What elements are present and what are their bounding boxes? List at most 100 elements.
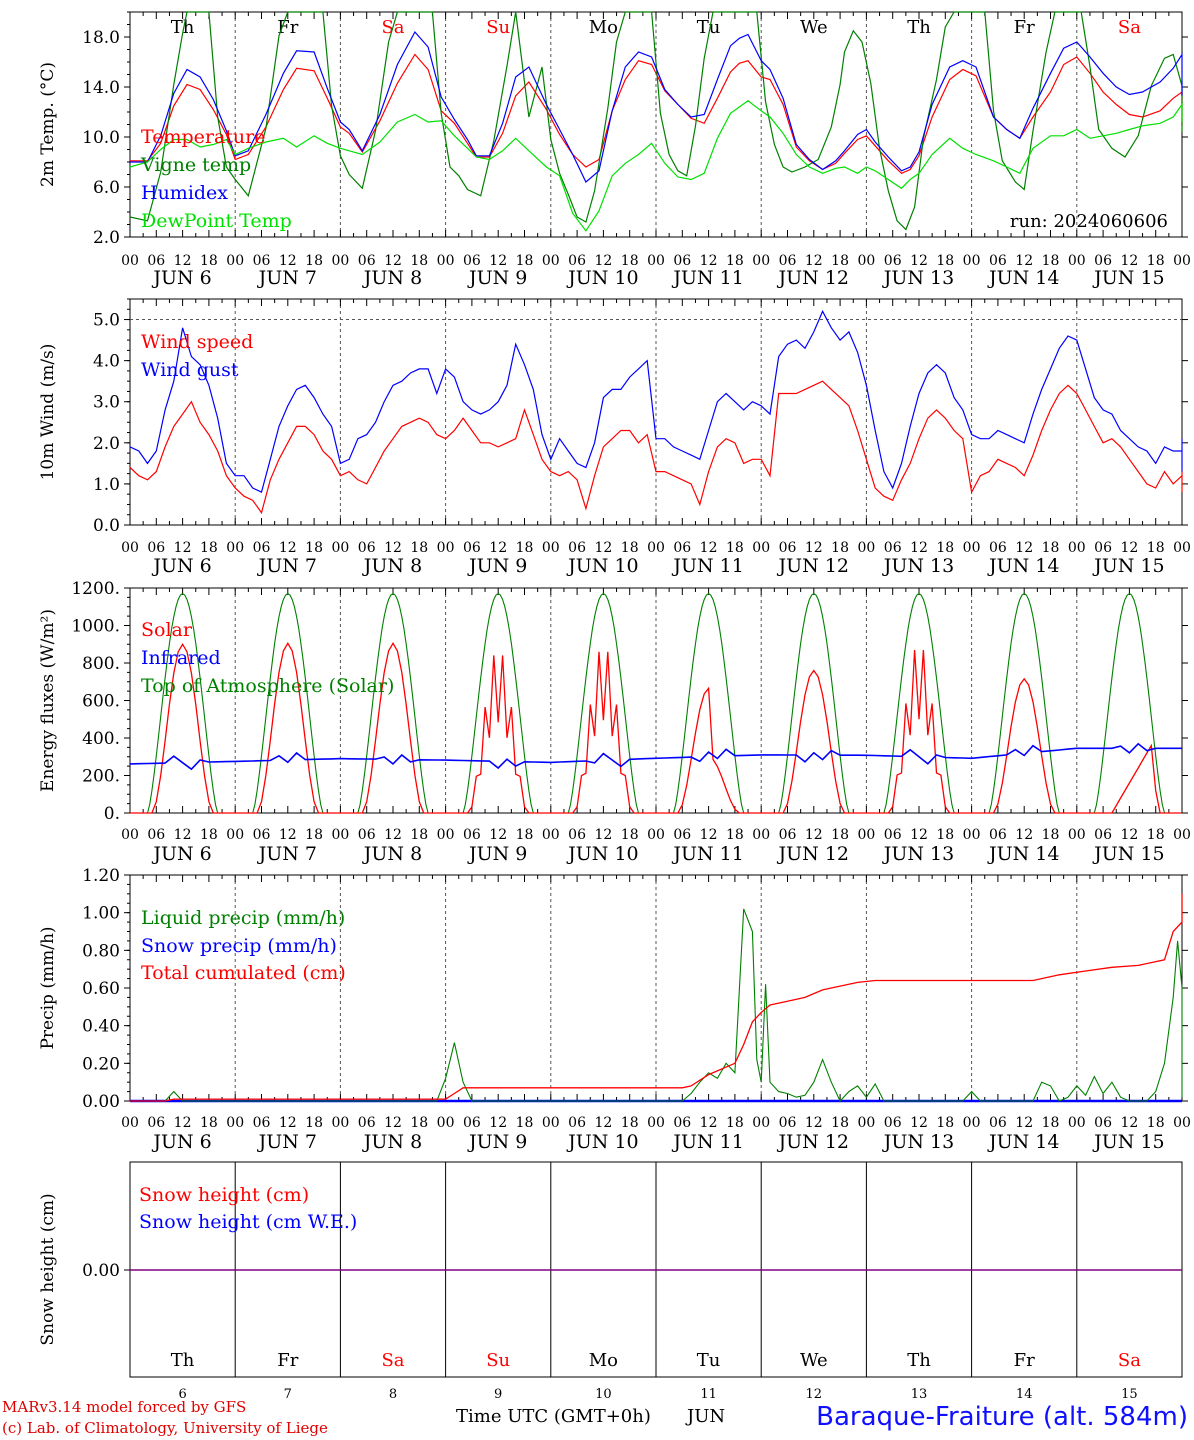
panel1-date-label: JUN 10 <box>566 267 638 289</box>
panel4-hour-label: 00 <box>331 1115 349 1131</box>
panel1-hour-label: 18 <box>621 253 639 269</box>
time-axis-title: Time UTC (GMT+0h) <box>456 1406 651 1427</box>
panel2-hour-label: 06 <box>884 540 902 556</box>
panel1-day-abbr: Th <box>907 17 931 38</box>
site-title: Baraque-Fraiture (alt. 584m) <box>816 1402 1188 1432</box>
panel1-day-abbr: Fr <box>1014 17 1035 38</box>
panel3-hour-label: 00 <box>226 827 244 843</box>
legend-top-of-atmosphere-solar-: Top of Atmosphere (Solar) <box>141 675 394 697</box>
panel3-frame <box>129 587 1183 814</box>
panel1-hour-label: 06 <box>884 253 902 269</box>
panel3-hour-label: 12 <box>910 827 928 843</box>
panel2-hour-label: 00 <box>963 540 981 556</box>
panel2-hour-label: 18 <box>936 540 954 556</box>
panel2-date-label: JUN 10 <box>566 555 638 577</box>
panel3-hour-label: 18 <box>516 827 534 843</box>
panel3-date-label: JUN 10 <box>566 843 638 865</box>
panel1-hour-label: 06 <box>568 253 586 269</box>
panel2-hour-label: 12 <box>594 540 612 556</box>
panel3-ylabel: Energy fluxes (W/m²) <box>38 609 58 792</box>
panel1-hour-label: 06 <box>358 253 376 269</box>
panel2-hour-label: 00 <box>647 540 665 556</box>
panel4-hour-label: 06 <box>358 1115 376 1131</box>
panel3-hour-label: 06 <box>779 827 797 843</box>
panel1-date-label: JUN 11 <box>671 267 743 289</box>
panel1-hour-label: 12 <box>174 253 192 269</box>
panel3-hour-label: 06 <box>884 827 902 843</box>
panel1-hour-label: 18 <box>726 253 744 269</box>
panel4-hour-label: 00 <box>963 1115 981 1131</box>
legend-infrared: Infrared <box>141 647 221 669</box>
panel2-hour-label: 18 <box>726 540 744 556</box>
panel4-hour-label: 12 <box>1015 1115 1033 1131</box>
panel3-hour-label: 06 <box>568 827 586 843</box>
panel4-ytick-label: 0.00 <box>82 1092 120 1112</box>
panel3-hour-label: 18 <box>410 827 428 843</box>
panel2-ytick-label: 0.0 <box>93 516 120 536</box>
panel1-date-label: JUN 6 <box>151 267 211 289</box>
panel1-hour-label: 12 <box>1120 253 1138 269</box>
panel2-date-label: JUN 9 <box>467 555 527 577</box>
panel1-ytick-label: 6.0 <box>93 178 120 198</box>
panel4-date-label: JUN 12 <box>777 1131 849 1153</box>
panel2-hour-label: 18 <box>1042 540 1060 556</box>
panel1-hour-label: 18 <box>1147 253 1165 269</box>
model-credit: MARv3.14 model forced by GFS <box>2 1398 247 1416</box>
panel3-hour-label: 00 <box>647 827 665 843</box>
panel2-date-label: JUN 13 <box>882 555 954 577</box>
panel4-ytick-label: 0.20 <box>82 1054 120 1074</box>
panel5-day-abbr: Th <box>171 1350 195 1371</box>
panel1-day-abbr: Th <box>171 17 195 38</box>
panel2-hour-label: 12 <box>805 540 823 556</box>
panel3-date-label: JUN 13 <box>882 843 954 865</box>
panel5-day-number: 6 <box>178 1387 186 1402</box>
panel2-hour-label: 12 <box>910 540 928 556</box>
panel3-hour-label: 06 <box>463 827 481 843</box>
panel2-hour-label: 06 <box>463 540 481 556</box>
panel2-hour-label: 00 <box>752 540 770 556</box>
panel1-hour-label: 00 <box>437 253 455 269</box>
panel1-hour-label: 12 <box>279 253 297 269</box>
panel3-hour-label: 12 <box>279 827 297 843</box>
panel2-hour-label: 00 <box>857 540 875 556</box>
panel4-date-label: JUN 13 <box>882 1131 954 1153</box>
panel4-hour-label: 18 <box>831 1115 849 1131</box>
panel1-date-label: JUN 7 <box>257 267 317 289</box>
panel3-hour-label: 12 <box>384 827 402 843</box>
panel4-hour-label: 12 <box>910 1115 928 1131</box>
panel2-date-label: JUN 12 <box>777 555 849 577</box>
panel1-hour-label: 12 <box>805 253 823 269</box>
panel3-hour-label: 18 <box>200 827 218 843</box>
panel4-hour-label: 18 <box>200 1115 218 1131</box>
panel4-hour-label: 12 <box>174 1115 192 1131</box>
panel3-hour-label: 00 <box>963 827 981 843</box>
panel4-hour-label: 00 <box>1068 1115 1086 1131</box>
panel5-day-number: 7 <box>284 1387 292 1402</box>
panel1-hour-label: 06 <box>463 253 481 269</box>
panel3-date-label: JUN 14 <box>987 843 1059 865</box>
panel4-ylabel: Precip (mm/h) <box>38 926 58 1049</box>
panel4-hour-label: 18 <box>726 1115 744 1131</box>
series-infrared-line <box>129 742 1182 771</box>
panel4-hour-label: 12 <box>805 1115 823 1131</box>
panel4-hour-label: 00 <box>857 1115 875 1131</box>
panel1-hour-label: 00 <box>1173 253 1191 269</box>
legend-snow-height-cm-: Snow height (cm) <box>139 1184 309 1206</box>
panel3-date-label: JUN 15 <box>1092 843 1164 865</box>
panel4-date-label: JUN 11 <box>671 1131 743 1153</box>
panel4-hour-label: 12 <box>489 1115 507 1131</box>
panel3-ytick-label: 1200. <box>71 579 120 599</box>
panel4-hour-label: 18 <box>936 1115 954 1131</box>
panel3-hour-label: 12 <box>1015 827 1033 843</box>
panel3-hour-label: 06 <box>147 827 165 843</box>
panel1-hour-label: 00 <box>226 253 244 269</box>
legend-snow-height-cm-w-e-: Snow height (cm W.E.) <box>139 1211 357 1233</box>
panel2-hour-label: 00 <box>1068 540 1086 556</box>
panel4-date-label: JUN 8 <box>362 1131 422 1153</box>
panel4-hour-label: 00 <box>647 1115 665 1131</box>
panel4-ytick-label: 0.80 <box>82 941 120 961</box>
panel2-hour-label: 00 <box>542 540 560 556</box>
panel1-hour-label: 06 <box>1094 253 1112 269</box>
panel3-hour-label: 00 <box>752 827 770 843</box>
